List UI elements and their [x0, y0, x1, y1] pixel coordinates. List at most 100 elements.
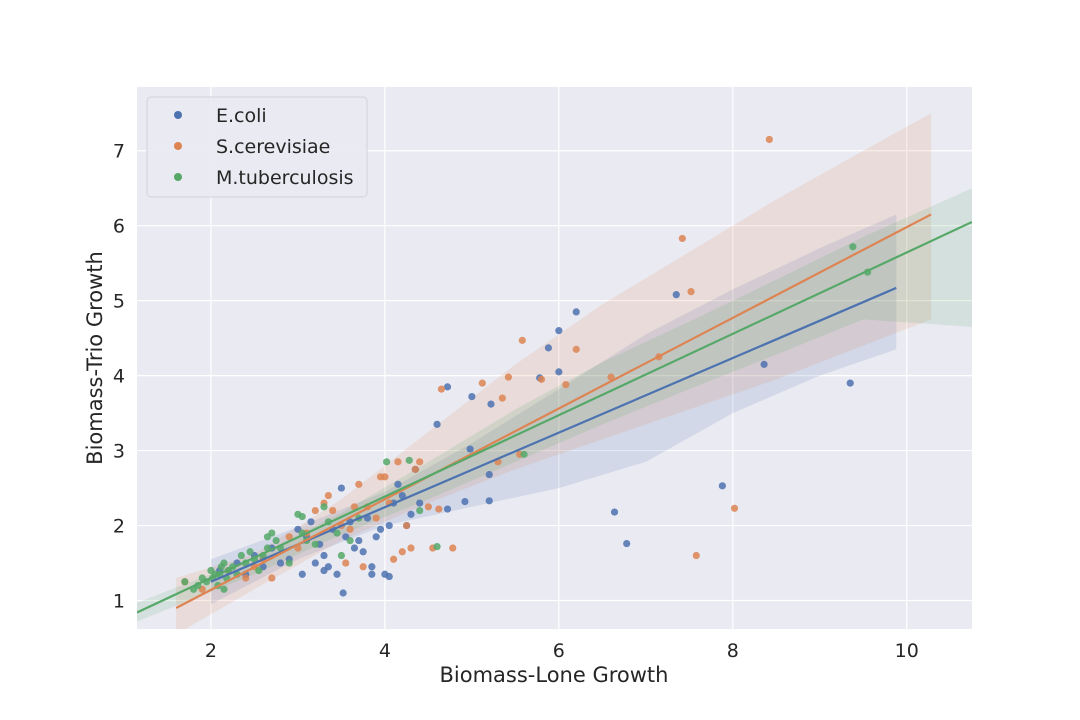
- point-e-coli: [416, 499, 424, 507]
- point-s-cerevisiae: [398, 548, 406, 556]
- point-e-coli: [368, 570, 376, 578]
- point-s-cerevisiae: [389, 555, 398, 563]
- point-m-tuberculosis: [405, 456, 413, 464]
- point-s-cerevisiae: [687, 288, 695, 296]
- point-s-cerevisiae: [678, 234, 686, 243]
- x-tick-label: 8: [727, 640, 739, 662]
- point-e-coli: [760, 360, 768, 368]
- point-m-tuberculosis: [337, 551, 346, 560]
- point-s-cerevisiae: [268, 574, 276, 582]
- point-e-coli: [468, 393, 476, 401]
- point-e-coli: [320, 566, 328, 575]
- x-tick-label: 4: [379, 640, 391, 662]
- legend-marker-s-cerevisiae: [174, 142, 182, 150]
- y-tick-labels: 1 2 3 4 5 6 7: [113, 141, 125, 613]
- y-tick-label: 5: [113, 291, 125, 313]
- legend-label-m-tuberculosis: M.tuberculosis: [216, 167, 354, 189]
- point-e-coli: [385, 572, 393, 581]
- point-s-cerevisiae: [765, 135, 773, 144]
- point-s-cerevisiae: [311, 506, 319, 515]
- point-s-cerevisiae: [435, 505, 443, 513]
- point-s-cerevisiae: [346, 525, 354, 533]
- point-m-tuberculosis: [849, 243, 857, 251]
- point-s-cerevisiae: [350, 503, 359, 511]
- point-e-coli: [298, 570, 306, 578]
- point-s-cerevisiae: [692, 551, 700, 560]
- point-m-tuberculosis: [220, 559, 228, 567]
- point-e-coli: [385, 521, 393, 530]
- point-m-tuberculosis: [220, 585, 228, 593]
- x-tick-label: 10: [895, 640, 919, 662]
- point-e-coli: [359, 548, 367, 556]
- y-axis-label: Biomass-Trio Growth: [83, 251, 107, 465]
- point-e-coli: [350, 544, 359, 552]
- point-s-cerevisiae: [411, 465, 419, 473]
- point-s-cerevisiae: [242, 574, 250, 582]
- point-e-coli: [461, 497, 469, 506]
- point-s-cerevisiae: [498, 394, 506, 402]
- point-m-tuberculosis: [333, 529, 341, 537]
- x-axis-label: Biomass-Lone Growth: [440, 663, 669, 687]
- x-tick-label: 2: [205, 640, 217, 662]
- x-tick-label: 6: [553, 640, 565, 662]
- regression-line-e-coli: [210, 286, 897, 583]
- point-m-tuberculosis: [346, 536, 354, 545]
- legend: E.coli S.cerevisiae M.tuberculosis: [146, 96, 368, 198]
- point-m-tuberculosis: [298, 512, 306, 521]
- point-e-coli: [846, 379, 854, 387]
- point-e-coli: [443, 505, 452, 513]
- point-s-cerevisiae: [407, 544, 415, 552]
- point-s-cerevisiae: [730, 504, 739, 512]
- point-s-cerevisiae: [537, 375, 546, 383]
- point-s-cerevisiae: [381, 473, 389, 481]
- point-e-coli: [544, 344, 553, 352]
- legend-marker-e-coli: [174, 111, 182, 119]
- point-s-cerevisiae: [372, 514, 380, 522]
- y-tick-label: 1: [113, 591, 125, 613]
- confidence-band-e-coli: [210, 214, 897, 605]
- point-e-coli: [485, 470, 493, 479]
- point-e-coli: [623, 539, 631, 548]
- confidence-band-m-tuberculosis: [137, 188, 972, 622]
- point-m-tuberculosis: [263, 533, 272, 541]
- point-e-coli: [394, 480, 402, 488]
- y-tick-label: 6: [113, 216, 125, 238]
- point-e-coli: [485, 497, 493, 505]
- point-s-cerevisiae: [416, 458, 424, 466]
- point-s-cerevisiae: [285, 533, 293, 541]
- point-s-cerevisiae: [449, 544, 457, 552]
- point-e-coli: [555, 368, 563, 376]
- point-e-coli: [320, 551, 328, 560]
- point-e-coli: [339, 589, 347, 597]
- point-s-cerevisiae: [403, 521, 411, 530]
- point-m-tuberculosis: [520, 450, 528, 458]
- point-m-tuberculosis: [272, 536, 280, 545]
- confidence-band-s-cerevisiae: [176, 113, 932, 629]
- y-tick-label: 7: [113, 141, 125, 163]
- point-m-tuberculosis: [311, 540, 319, 548]
- point-s-cerevisiae: [355, 480, 363, 488]
- point-e-coli: [572, 308, 580, 316]
- point-s-cerevisiae: [478, 379, 486, 387]
- confidence-bands: [137, 113, 972, 629]
- point-e-coli: [333, 570, 341, 578]
- regression-line-s-cerevisiae: [175, 213, 932, 609]
- point-e-coli: [368, 563, 376, 571]
- point-m-tuberculosis: [433, 542, 441, 551]
- regression-lines: [137, 213, 972, 614]
- point-e-coli: [718, 482, 726, 490]
- point-m-tuberculosis: [320, 503, 328, 511]
- point-s-cerevisiae: [424, 503, 432, 511]
- point-e-coli: [337, 484, 346, 492]
- legend-box: [146, 96, 368, 198]
- point-m-tuberculosis: [383, 458, 391, 466]
- point-e-coli: [376, 525, 385, 533]
- y-tick-label: 4: [113, 366, 125, 388]
- point-e-coli: [355, 536, 363, 545]
- point-e-coli: [276, 559, 285, 567]
- legend-label-e-coli: E.coli: [216, 105, 267, 127]
- point-e-coli: [443, 383, 452, 391]
- point-e-coli: [555, 327, 563, 335]
- point-e-coli: [672, 291, 680, 299]
